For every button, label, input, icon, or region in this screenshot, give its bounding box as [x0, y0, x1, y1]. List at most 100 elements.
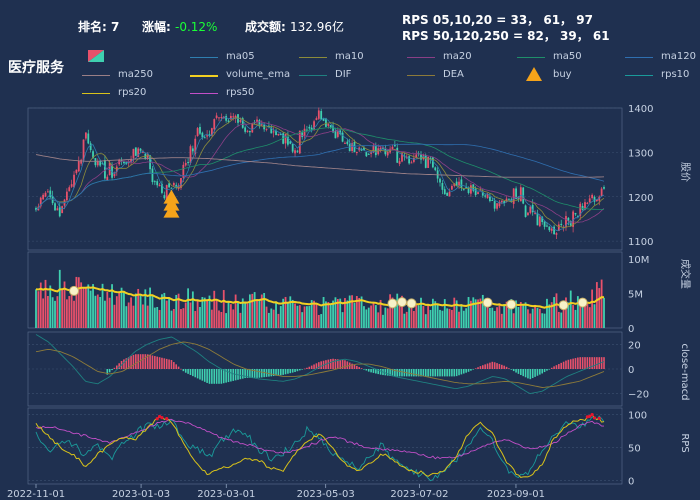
macd-histogram-bar: [123, 359, 125, 369]
macd-histogram-bar: [429, 369, 432, 377]
legend-item-dif: DIF: [299, 69, 351, 80]
price-candle: [92, 151, 94, 158]
ma120-line: [35, 143, 605, 211]
sector-icon: [88, 50, 104, 62]
legend-item-ma20: ma20: [407, 51, 472, 62]
price-candle: [260, 124, 263, 126]
price-candle: [96, 161, 99, 166]
axes: 1100 1200 1300 1400 0 5M 10M −20 0 20 0 50 100 2022-1…: [7, 104, 654, 500]
macd-histogram-bar: [588, 357, 591, 369]
volume-bar: [165, 300, 168, 328]
volume-bar: [576, 296, 579, 328]
legend-item-rps10: rps10: [625, 69, 689, 80]
price-candle: [524, 205, 527, 217]
volume-bar: [35, 289, 37, 328]
legend-item-ma250: ma250: [82, 69, 153, 80]
price-candle: [493, 201, 496, 209]
price-candle: [130, 159, 132, 163]
macd-histogram-bar: [149, 354, 151, 369]
volume-bar: [270, 308, 273, 328]
price-candle: [572, 211, 575, 227]
volume-bar: [562, 301, 565, 328]
macd-histogram-bar: [410, 369, 413, 377]
volume-bar: [199, 307, 201, 328]
volume-signal-dot: [558, 300, 569, 311]
macd-histogram-bar: [272, 369, 275, 377]
price-candle: [344, 142, 346, 144]
volume-bar: [386, 308, 389, 328]
volume-bar: [522, 305, 525, 328]
price-candle: [177, 185, 180, 190]
price-candle: [123, 161, 125, 164]
price-candle: [484, 195, 487, 197]
macd-histogram-bar: [427, 369, 429, 377]
price-candle: [317, 110, 320, 119]
volume-bar: [527, 309, 529, 328]
price-candle: [500, 200, 503, 203]
macd-histogram-bar: [351, 363, 353, 369]
macd-histogram-bar: [377, 369, 380, 375]
volume-bar: [346, 300, 349, 328]
macd-histogram-bar: [339, 359, 342, 369]
rank-label: 排名:: [78, 20, 107, 34]
price-candle: [600, 188, 603, 197]
volume-bar: [61, 288, 64, 328]
price-candle: [441, 183, 444, 190]
price-candle: [180, 178, 182, 189]
macd-histogram-bar: [258, 369, 261, 378]
macd-histogram-bar: [222, 369, 225, 384]
legend-item-volume-ema: volume_ema: [190, 69, 290, 80]
volume-bar: [500, 313, 503, 328]
price-candle: [503, 201, 506, 204]
price-candle: [367, 153, 370, 155]
price-candle: [355, 151, 358, 154]
volume-bar: [481, 294, 484, 328]
price-candle: [543, 221, 546, 227]
volume-bar: [408, 300, 411, 328]
macd-histogram-bar: [194, 369, 197, 378]
volume-bar: [104, 300, 106, 328]
volume-bar: [92, 284, 94, 328]
price-candle: [146, 154, 149, 158]
volume-axis-title: 成交量: [679, 259, 692, 289]
macd-histogram-bar: [372, 369, 375, 373]
volume-bar: [239, 312, 242, 328]
macd-histogram-bar: [534, 369, 536, 377]
price-candle: [151, 168, 154, 183]
macd-histogram-bar: [251, 369, 254, 378]
volume-bar: [484, 304, 487, 328]
price-candle: [341, 132, 344, 142]
macd-histogram-bar: [313, 364, 315, 369]
price-candle: [258, 120, 261, 127]
volume-bar: [360, 296, 363, 328]
dea-line: [35, 341, 605, 388]
volume-bar: [282, 298, 285, 328]
macd-histogram-bar: [548, 369, 551, 370]
rps-high-marker: [592, 416, 597, 420]
price-candle: [294, 150, 296, 154]
macd-histogram-bar: [241, 369, 244, 379]
volume-bar: [149, 287, 151, 328]
macd-histogram-bar: [508, 368, 510, 369]
volume-bar: [367, 307, 370, 328]
price-candle: [548, 226, 551, 231]
volume-bar: [313, 300, 315, 328]
macd-histogram-bar: [111, 369, 113, 371]
volume-bar: [341, 312, 344, 328]
volume-bar: [130, 297, 132, 328]
macd-histogram-bar: [232, 369, 235, 381]
price-candle: [453, 183, 456, 186]
volume-bar: [44, 279, 47, 328]
macd-histogram-bar: [586, 357, 589, 369]
price-candle: [113, 172, 116, 177]
price-candle: [137, 148, 140, 157]
macd-histogram-bar: [391, 369, 394, 377]
price-candle: [111, 164, 113, 178]
price-tick-label: 1100: [628, 237, 653, 248]
volume-bar: [310, 300, 313, 328]
price-candle: [384, 148, 387, 155]
macd-histogram-bar: [600, 357, 603, 369]
price-candle: [429, 157, 432, 159]
macd-histogram-bar: [215, 369, 218, 384]
volume-bar: [123, 291, 125, 328]
